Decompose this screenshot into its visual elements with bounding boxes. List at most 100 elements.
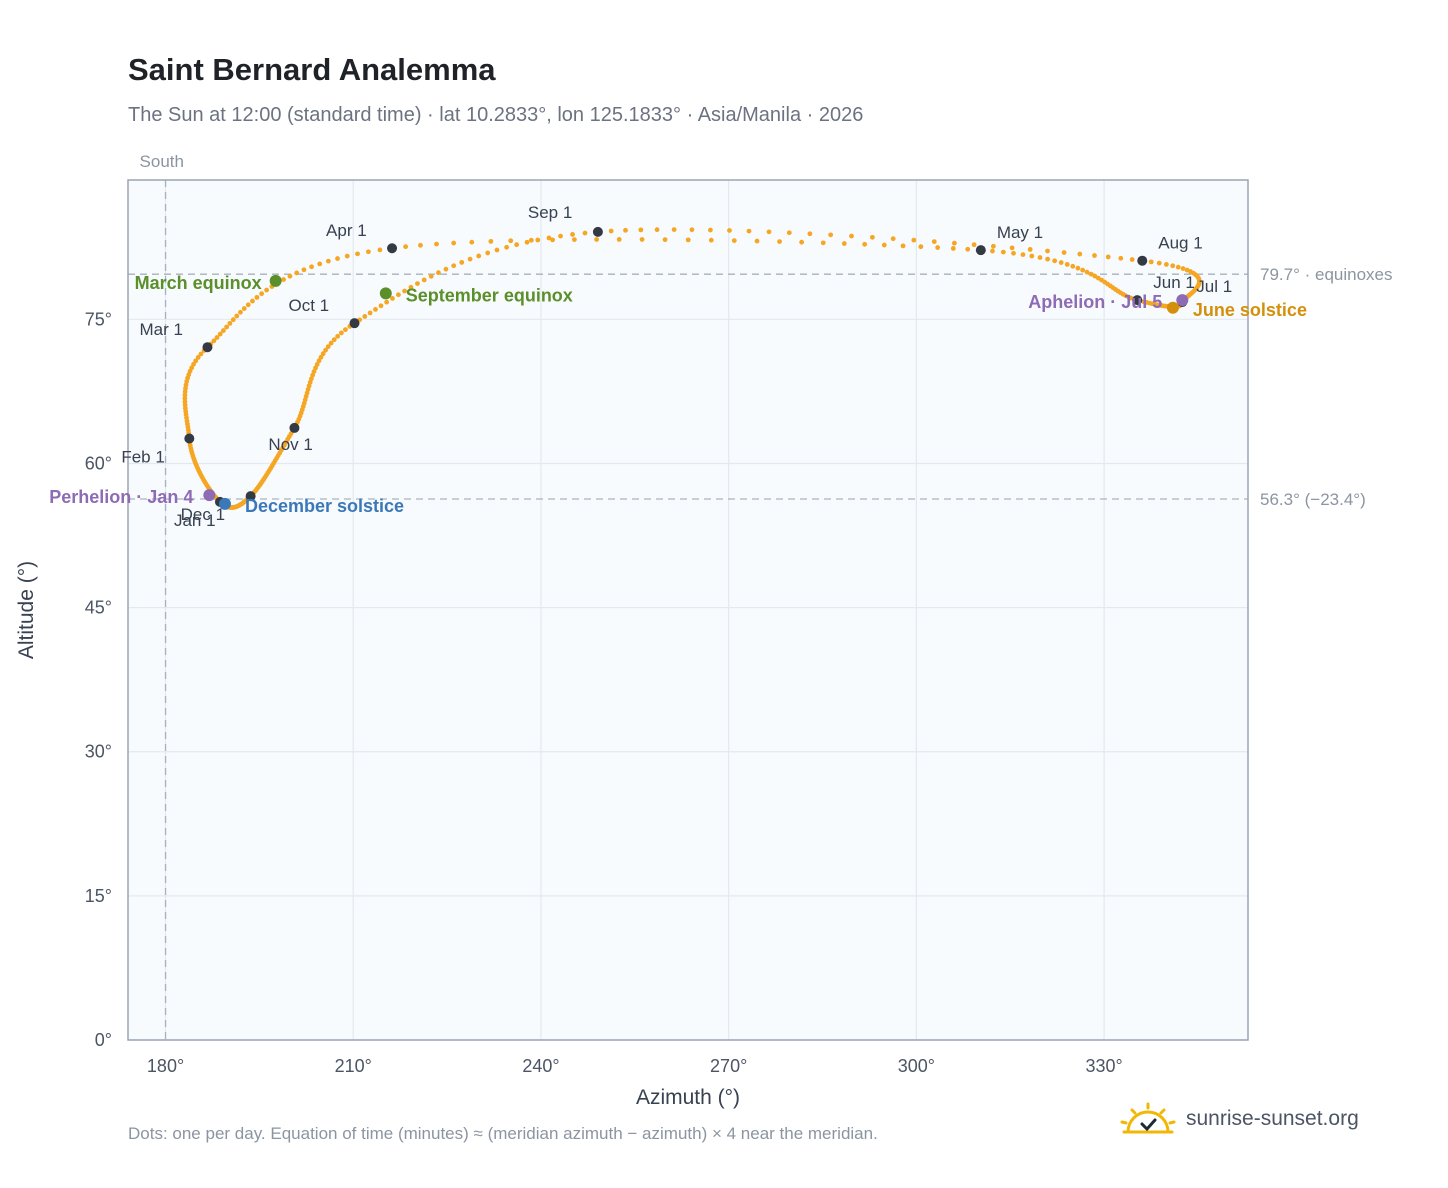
daily-dot [570, 232, 575, 237]
daily-dot [1180, 266, 1186, 271]
daily-dot [1080, 267, 1086, 273]
daily-dot [950, 246, 956, 251]
daily-dot [485, 250, 491, 256]
daily-dot [384, 299, 390, 305]
daily-dot [1045, 256, 1051, 262]
daily-dot [671, 227, 677, 232]
daily-dot [459, 259, 465, 265]
daily-dot [193, 358, 199, 364]
daily-dot [1000, 249, 1006, 255]
daily-dot [862, 241, 868, 247]
plot-frame [127, 179, 1249, 1041]
daily-dot [1070, 263, 1076, 269]
daily-dot [1027, 247, 1033, 252]
daily-dot [323, 347, 328, 353]
daily-dot [508, 238, 514, 244]
daily-dot [301, 267, 307, 273]
daily-dot [214, 335, 220, 340]
daily-dot [325, 344, 331, 350]
y-tick-label: 75° [85, 309, 112, 329]
event-marker-label: June solstice [1193, 300, 1307, 320]
daily-dot [314, 362, 320, 367]
month-marker-dot [245, 491, 256, 502]
daily-dot [849, 233, 854, 239]
daily-dot [535, 237, 541, 243]
x-tick-label: 210° [335, 1056, 372, 1076]
daily-dot [990, 248, 995, 254]
daily-dot [428, 273, 434, 279]
daily-dot [1092, 273, 1098, 279]
month-marker-label: Aug 1 [1158, 234, 1202, 253]
daily-dot [594, 237, 600, 242]
month-marker-label: Feb 1 [121, 447, 164, 466]
daily-dot [1058, 260, 1064, 265]
daily-dot [378, 303, 384, 309]
y-tick-label: 15° [85, 886, 112, 906]
daily-dot [504, 244, 510, 250]
y-axis-title: Altitude (°) [15, 561, 38, 659]
daily-dot [421, 277, 427, 283]
daily-dot [1184, 267, 1190, 273]
daily-dot [373, 307, 378, 312]
daily-dot [727, 228, 732, 233]
daily-dot [1011, 250, 1016, 256]
brand-name[interactable]: sunrise-sunset.org [1186, 1107, 1359, 1130]
daily-dot [1156, 260, 1162, 266]
axis-ticks: 180° 210° 240° 270° 300° 330° 0° 15° 30° 45° 60° 75… [85, 309, 1123, 1076]
daily-dot [443, 266, 449, 272]
x-tick-label: 270° [710, 1056, 747, 1076]
y-tick-label: 30° [85, 742, 112, 762]
daily-dot [318, 354, 324, 360]
daily-dot [264, 287, 270, 293]
daily-dot [366, 249, 371, 255]
daily-dot [1052, 258, 1058, 264]
daily-dot [325, 258, 331, 264]
daily-dot [287, 273, 293, 279]
daily-dot [616, 237, 622, 242]
daily-dot [182, 395, 188, 401]
daily-dot [1020, 252, 1026, 257]
daily-dot [343, 327, 348, 333]
daily-dot [241, 306, 247, 311]
daily-dot [254, 294, 260, 300]
reference-lines: South 79.7° · equinoxes 56.3° (−23.4°) [128, 152, 1393, 1040]
x-axis-title: Azimuth (°) [636, 1086, 740, 1109]
daily-dot [1077, 251, 1083, 257]
daily-dot [317, 261, 323, 267]
altitude-reference-label: 79.7° · equinoxes [1260, 265, 1393, 284]
daily-dot [528, 237, 534, 243]
daily-dot [408, 284, 414, 290]
event-marker-dot [203, 489, 216, 502]
daily-dot [708, 227, 713, 233]
daily-dot [402, 288, 407, 294]
event-marker-label: Aphelion · Jul 5 [1028, 292, 1162, 312]
daily-dot [476, 253, 482, 259]
daily-dot [951, 240, 957, 246]
daily-dot [234, 313, 240, 319]
daily-dot [828, 232, 834, 238]
daily-dot [608, 228, 614, 234]
daily-dot [335, 256, 340, 261]
brand[interactable]: sunrise-sunset.org [1120, 1102, 1359, 1136]
month-marker-dot [1137, 255, 1148, 266]
daily-dot [820, 240, 826, 246]
daily-dot [1175, 264, 1181, 270]
month-marker-dot [1132, 295, 1143, 306]
daily-dot [467, 256, 473, 262]
daily-dot [313, 365, 318, 371]
month-marker-label: Jul 1 [1196, 277, 1232, 296]
daily-dot [198, 351, 204, 357]
x-tick-label: 300° [898, 1056, 935, 1076]
month-marker-label: Mar 1 [139, 320, 182, 339]
daily-dot [689, 227, 695, 233]
daily-dot [367, 310, 373, 316]
daily-dot [1045, 248, 1050, 254]
event-marker-dot [1166, 301, 1179, 314]
x-tick-label: 240° [522, 1056, 559, 1076]
daily-dot [338, 330, 344, 336]
daily-dot [250, 298, 255, 304]
month-marker-dot [289, 422, 300, 433]
daily-dot [390, 296, 395, 301]
daily-dot [320, 351, 326, 357]
